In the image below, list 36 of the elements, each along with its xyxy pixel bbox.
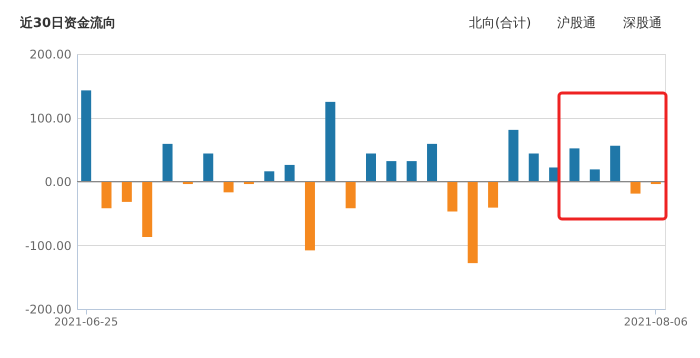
bar <box>468 182 478 264</box>
bar <box>81 90 92 182</box>
chart-title: 近30日资金流向 <box>19 15 116 31</box>
bar <box>203 153 214 182</box>
bar <box>142 182 152 237</box>
bar <box>630 182 640 194</box>
bar <box>406 161 417 182</box>
bar <box>304 182 315 250</box>
bar <box>488 182 498 208</box>
y-tick-label: -200.00 <box>25 302 72 316</box>
y-tick-label: 100.00 <box>30 111 72 126</box>
bar <box>427 144 438 182</box>
y-tick-label: 200.00 <box>30 48 72 62</box>
bar <box>162 144 173 182</box>
bar <box>284 164 295 182</box>
bar <box>264 171 274 182</box>
x-tick-label: 2021-08-06 <box>624 316 688 328</box>
x-tick-label: 2021-06-25 <box>54 316 118 328</box>
bar <box>366 153 376 182</box>
bar <box>346 182 356 208</box>
bar <box>508 130 518 182</box>
bar <box>325 102 336 182</box>
bar <box>102 182 112 208</box>
bar <box>610 146 620 182</box>
y-tick-label: -100.00 <box>25 238 72 253</box>
bar <box>528 153 539 182</box>
bar <box>569 148 580 182</box>
text: 北向(合计) <box>469 16 532 31</box>
y-tick-label: 0.00 <box>44 175 72 189</box>
text: 沪股通 <box>557 15 596 31</box>
bar <box>386 161 396 182</box>
bar <box>224 182 234 192</box>
bar <box>447 182 458 212</box>
bar <box>590 169 600 182</box>
text: 深股通 <box>623 16 662 31</box>
bar <box>122 182 132 202</box>
